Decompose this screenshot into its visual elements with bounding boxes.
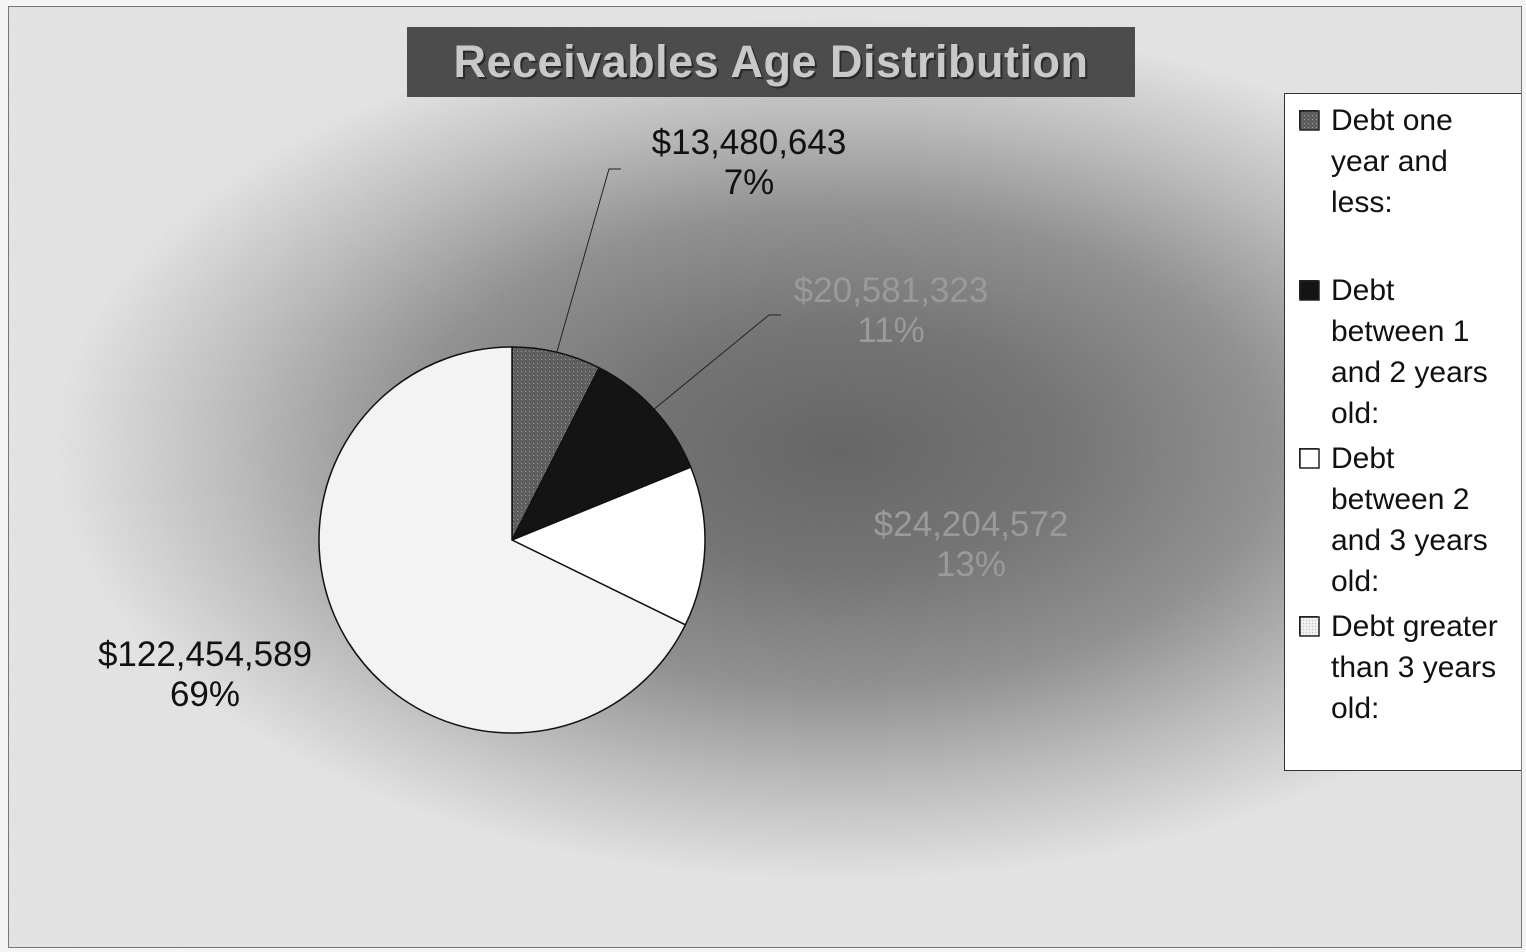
legend-label: Debt between 1 and 2 years old: <box>1331 274 1488 430</box>
data-label-percent: 13% <box>935 545 1007 584</box>
legend-label: Debt between 2 and 3 years old: <box>1331 442 1488 598</box>
data-label-value: $24,204,572 <box>873 505 1069 544</box>
data-label-percent: 11% <box>857 311 925 350</box>
legend-swatch <box>1299 110 1320 131</box>
legend-label: Debt greater than 3 years old: <box>1331 610 1498 725</box>
legend-swatch <box>1299 448 1320 469</box>
legend-item-1: Debt one year and less: <box>1299 100 1521 223</box>
pie-chart <box>318 168 781 734</box>
speckle-texture <box>9 7 1521 947</box>
pie-slice-3 <box>510 466 706 626</box>
data-label-percent: 7% <box>723 163 775 202</box>
pie-slice-2 <box>510 366 692 542</box>
data-label-4: $122,454,589 69% <box>65 635 345 715</box>
legend: Debt one year and less: Debt between 1 an… <box>1284 93 1521 771</box>
data-label-value: $20,581,323 <box>793 271 989 310</box>
leader-line-2 <box>653 314 781 410</box>
data-label-1: $13,480,643 7% <box>609 123 889 203</box>
chart-title-box: Receivables Age Distribution <box>407 27 1135 97</box>
data-label-value: $122,454,589 <box>97 635 313 674</box>
legend-item-2: Debt between 1 and 2 years old: <box>1299 270 1521 434</box>
legend-swatch <box>1299 616 1320 637</box>
legend-swatch <box>1299 280 1320 301</box>
legend-label: Debt one year and less: <box>1331 104 1453 219</box>
chart-area: Receivables Age Distribution $13,480,643… <box>8 6 1522 948</box>
data-label-value: $13,480,643 <box>651 123 847 162</box>
data-label-percent: 69% <box>169 675 241 714</box>
legend-item-4: Debt greater than 3 years old: <box>1299 606 1521 729</box>
pie-slice-4 <box>318 346 687 734</box>
data-label-2: $20,581,323 11% <box>751 271 1031 351</box>
leader-line-1 <box>556 168 621 353</box>
legend-item-3: Debt between 2 and 3 years old: <box>1299 438 1521 602</box>
chart-title: Receivables Age Distribution <box>453 36 1089 87</box>
data-label-3: $24,204,572 13% <box>831 505 1111 585</box>
